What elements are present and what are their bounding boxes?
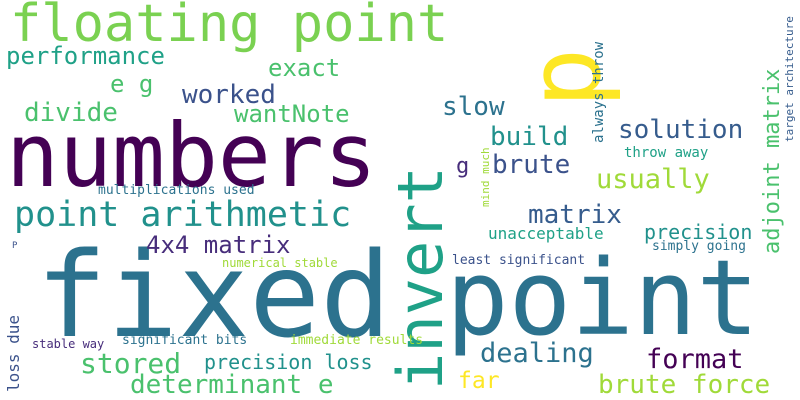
word-solution: solution	[618, 115, 744, 145]
word-matrix: matrix	[528, 200, 622, 230]
word-slow: slow	[442, 92, 505, 122]
word-performance: performance	[6, 42, 165, 70]
word-always-throw: always throw	[591, 41, 607, 143]
word-multiplications-used: multiplications used	[98, 183, 255, 198]
word-usually: usually	[596, 164, 710, 195]
word-invert: invert	[384, 166, 457, 390]
word-immediate-results: immediate results	[290, 333, 424, 348]
word-least-significant: least significant	[452, 253, 586, 268]
word-far: far	[458, 368, 500, 394]
word-worked: worked	[182, 80, 276, 110]
word-target-architecture: target architecture	[783, 16, 796, 142]
word-p-small: P	[12, 241, 18, 251]
word-mind-much: mind much	[479, 147, 492, 207]
word-precision: precision	[644, 220, 753, 244]
word-unacceptable: unacceptable	[488, 224, 604, 243]
word-simply-going: simply going	[652, 239, 746, 254]
word-loss-due: loss due	[4, 314, 23, 392]
word-adjoint-matrix: adjoint matrix	[760, 68, 785, 254]
word-point-arithmetic: point arithmetic	[14, 195, 352, 235]
word-dealing: dealing	[480, 338, 594, 369]
word-divide: divide	[24, 98, 118, 128]
word-stable-way: stable way	[32, 337, 105, 351]
word-point: point	[446, 237, 760, 359]
word-brute-force: brute force	[598, 370, 771, 400]
word-exact: exact	[268, 54, 341, 82]
word-determinant-e: determinant e	[130, 370, 334, 400]
word-brute: brute	[492, 150, 571, 180]
word-floating-point: floating point	[10, 0, 449, 54]
word-throw-away: throw away	[624, 145, 709, 161]
word-stored: stored	[80, 347, 182, 380]
word-e-g: e g	[110, 70, 154, 98]
word-format: format	[646, 344, 744, 375]
word-wantnote: wantNote	[234, 100, 350, 128]
word-4x4-matrix: 4x4 matrix	[146, 231, 291, 259]
word-g: g	[456, 154, 470, 179]
word-build: build	[490, 122, 569, 152]
word-significant-bits: significant bits	[122, 333, 248, 348]
word-precision-loss: precision loss	[204, 350, 373, 374]
word-fixed: fixed	[36, 226, 392, 364]
word-numerical-stable: numerical stable	[222, 256, 338, 270]
word-numbers: numbers	[6, 104, 377, 207]
